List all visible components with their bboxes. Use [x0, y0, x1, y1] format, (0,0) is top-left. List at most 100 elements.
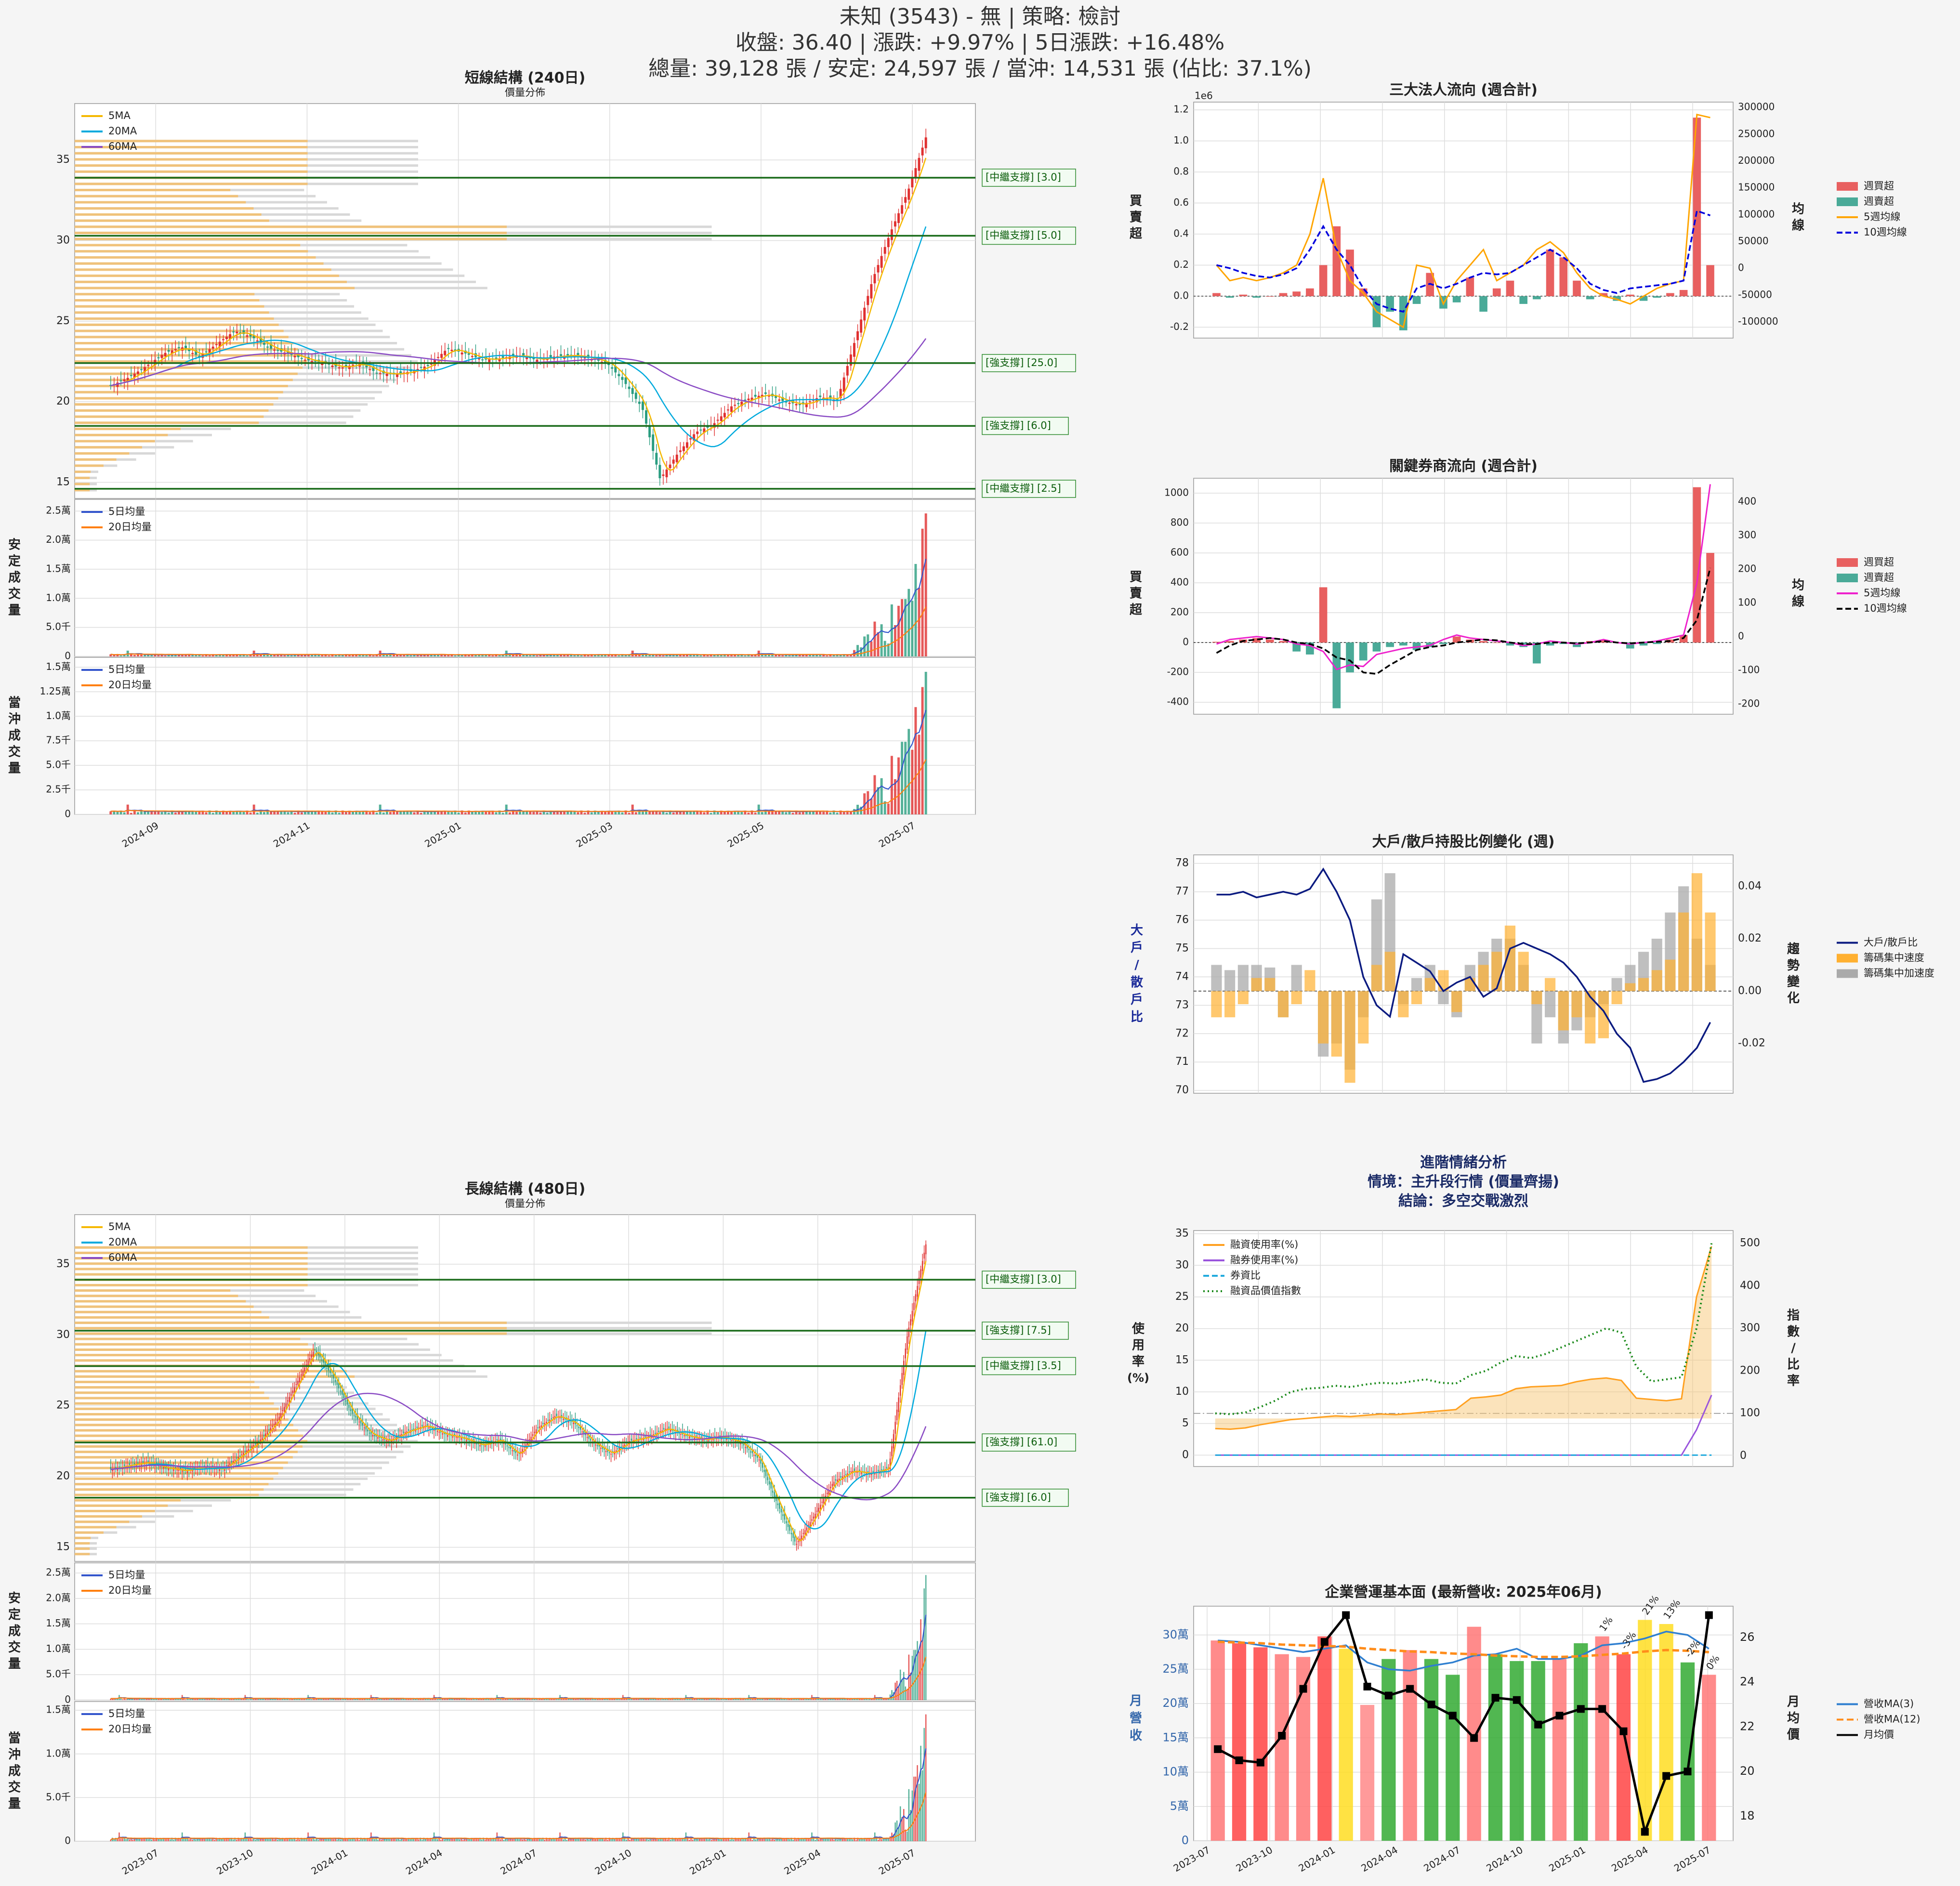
long_vol_daytrade-vol-bar — [493, 1838, 494, 1841]
long_vol_daytrade-vol-bar — [311, 1839, 312, 1841]
long_vol_stable-vol-bar — [348, 1699, 350, 1700]
long_vol_stable-vol-bar — [333, 1699, 334, 1700]
long_vol_daytrade-vol-bar — [549, 1837, 551, 1841]
short_price-candle — [263, 343, 265, 345]
long_price-candle — [134, 1463, 135, 1465]
short_vol_daytrade-vol-bar — [560, 812, 562, 814]
long_vol_daytrade-vol-bar — [134, 1837, 135, 1841]
long_vol_daytrade-vol-bar — [479, 1837, 481, 1841]
long_vol_daytrade-vol-bar — [389, 1838, 391, 1841]
short_vol_stable-vol-bar — [781, 655, 784, 656]
long_vol_daytrade-vol-bar — [413, 1838, 414, 1841]
short_vol_daytrade-vol-bar — [246, 811, 249, 814]
long_price-candle — [845, 1474, 847, 1475]
long_price-candle — [275, 1422, 276, 1427]
short_vol_daytrade-vol-bar — [764, 811, 767, 814]
short_vol_daytrade-vol-bar — [109, 811, 112, 814]
long_vol_stable-vol-bar — [406, 1698, 408, 1700]
revenue-price-marker — [1363, 1682, 1371, 1690]
long_vol_stable-vol-bar — [653, 1698, 655, 1700]
long_price-ytick: 35 — [56, 1258, 70, 1270]
long_vol_stable-vol-bar — [222, 1699, 224, 1700]
long_price-candle — [319, 1352, 321, 1358]
long_vol_stable-vol-bar — [304, 1699, 305, 1700]
long_vol_stable-vol-bar — [444, 1698, 445, 1700]
long_vol_daytrade-vol-bar — [423, 1837, 425, 1841]
short_vol_stable-vol-bar — [256, 654, 259, 656]
long_vol_daytrade-vol-bar — [830, 1839, 831, 1841]
short_vol_daytrade-vol-bar — [515, 812, 518, 814]
long_price-candle — [615, 1450, 617, 1452]
long_vol_stable-vol-bar — [757, 1698, 758, 1700]
short_vol_daytrade-vol-bar — [536, 811, 539, 814]
long_vol_daytrade-vol-bar — [835, 1837, 837, 1841]
long_vol_daytrade-ylabel-char: 量 — [8, 1797, 21, 1811]
long_price-candle — [535, 1429, 537, 1434]
long_vol_daytrade-vol-bar — [911, 1790, 913, 1841]
holders-speed-bar — [1571, 991, 1582, 1018]
long_vol_daytrade-vol-bar — [290, 1838, 292, 1841]
revenue-xtick: 2024-01 — [1297, 1844, 1337, 1874]
long_vol_stable-vol-bar — [209, 1698, 210, 1700]
long_price-ytick: 30 — [56, 1329, 70, 1341]
long_vol_stable-vol-bar — [564, 1698, 566, 1700]
short_vol_stable-vol-bar — [542, 655, 545, 656]
short_price-candle — [658, 465, 661, 478]
long_vol_daytrade-ylabel-char: 當 — [8, 1731, 21, 1746]
long_price-candle — [246, 1450, 248, 1453]
long_price-candle — [578, 1427, 579, 1428]
long_price-candle — [360, 1420, 362, 1424]
long_price-candle — [266, 1431, 268, 1435]
short_vol_stable-legend-label: 20日均量 — [108, 521, 152, 533]
long_vol_stable-vol-bar — [193, 1698, 195, 1700]
long_price-candle — [465, 1440, 467, 1441]
long_price-ytick: 15 — [56, 1541, 70, 1553]
long_price-candle — [891, 1446, 893, 1456]
long_vol_daytrade-vol-bar — [750, 1837, 751, 1841]
long_price-profile-bar — [75, 1493, 259, 1496]
short_vol_daytrade-vol-bar — [372, 810, 375, 814]
long_vol_stable-vol-bar — [908, 1654, 910, 1700]
short_price-profile-bar — [75, 452, 130, 455]
long_vol_daytrade-vol-bar — [374, 1839, 375, 1841]
institutional-bar — [1332, 226, 1341, 296]
long_vol_daytrade-vol-bar — [741, 1838, 743, 1841]
long_vol_stable-vol-bar — [608, 1698, 610, 1700]
long_price-candle — [877, 1469, 879, 1471]
long_vol_stable-vol-bar — [639, 1698, 641, 1700]
long_vol_stable-vol-bar — [842, 1699, 843, 1700]
short_vol_stable-vol-bar — [372, 655, 375, 656]
long_vol_daytrade-vol-bar — [273, 1839, 275, 1841]
long_vol_daytrade-vol-bar — [588, 1839, 590, 1841]
long_vol_stable-vol-bar — [467, 1699, 469, 1700]
long_vol_daytrade-ytick: 0 — [65, 1835, 71, 1847]
long_vol_daytrade-vol-bar — [377, 1839, 379, 1841]
long_vol_daytrade-vol-bar — [512, 1838, 513, 1841]
holders-speed-bar — [1691, 873, 1702, 991]
long_vol_daytrade-vol-bar — [735, 1837, 736, 1841]
revenue-price-marker — [1235, 1756, 1243, 1765]
short_price-candle — [822, 397, 825, 399]
long_price-candle — [801, 1535, 802, 1540]
holders-ylabel-char: / — [1134, 958, 1139, 972]
short_price-candle — [321, 363, 324, 365]
long_vol_stable-vol-bar — [774, 1698, 775, 1700]
short_vol_daytrade-vol-bar — [311, 811, 314, 814]
long_vol_stable-vol-bar — [379, 1698, 381, 1700]
long_vol_daytrade-vol-bar — [896, 1821, 898, 1841]
long_vol_daytrade-vol-bar — [665, 1837, 666, 1841]
broker-bar — [1479, 641, 1487, 643]
short_vol_stable-vol-bar — [754, 654, 757, 656]
long_price-candle — [620, 1446, 622, 1448]
broker-ytick: 600 — [1171, 547, 1189, 558]
short_price-candle — [133, 373, 136, 378]
long_price-profile-bar — [75, 1375, 355, 1378]
long_price-candle — [534, 1431, 535, 1433]
short_price-profile-bar — [75, 471, 91, 473]
short_price-profile-bar — [75, 219, 269, 222]
short_vol_stable-ytick: 2.0萬 — [46, 534, 71, 545]
long_vol_stable-vol-bar — [287, 1698, 289, 1700]
long_vol_stable-vol-bar — [215, 1698, 217, 1700]
long_vol_stable-vol-bar — [602, 1698, 604, 1700]
long_vol_stable-vol-bar — [232, 1699, 234, 1700]
